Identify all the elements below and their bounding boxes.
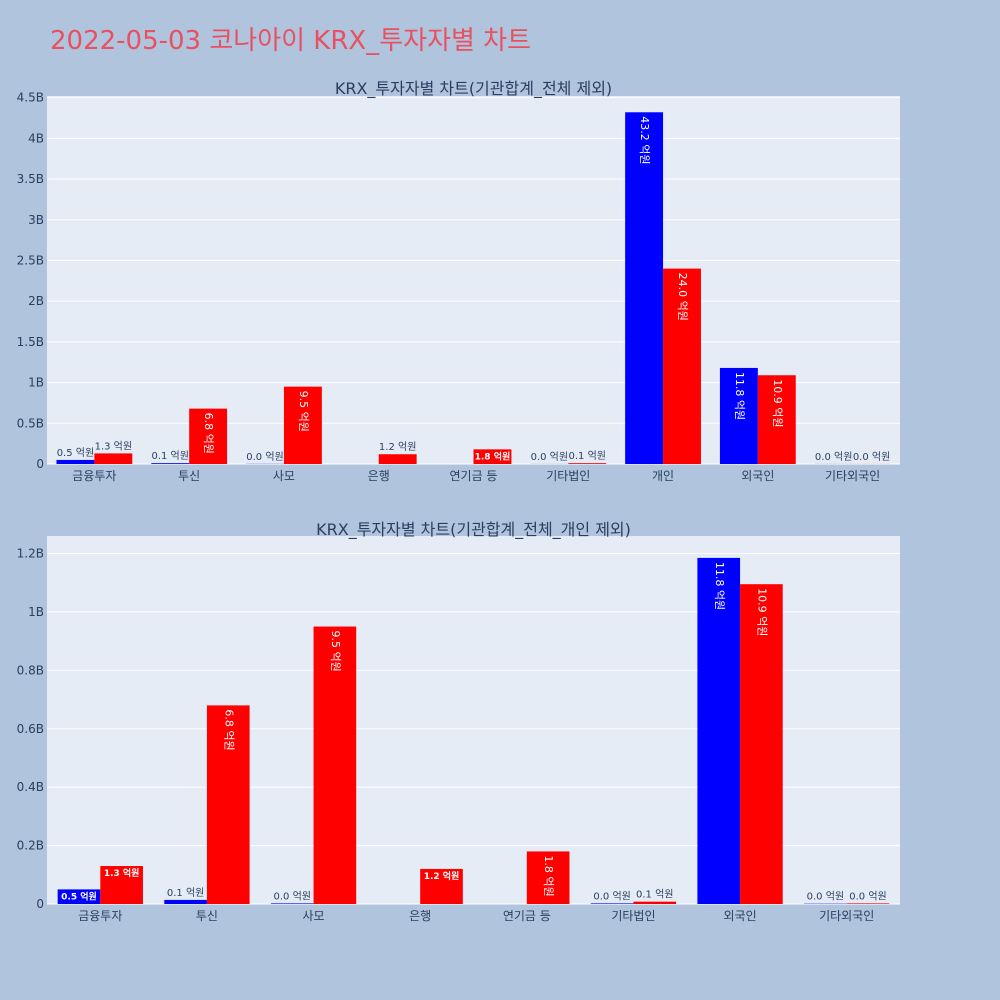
y-tick-label: 3B bbox=[28, 213, 44, 227]
x-tick-label: 사모 bbox=[273, 469, 295, 483]
data-label: 0.5 억원 bbox=[57, 447, 94, 459]
x-tick-label: 연기금 등 bbox=[503, 909, 551, 923]
chart-1: 0 0.5B 1B 1.5B 2B 2.5B 3B 3.5B 4B 4.5B KRX_투자자별 차트… bbox=[17, 79, 900, 483]
bar-series-1 bbox=[719, 367, 758, 464]
chart-2: 0 0.2B 0.4B 0.6B 0.8B 1B 1.2B KRX_투자자별 차트(기관합계_… bbox=[17, 520, 900, 923]
x-tick-label: 연기금 등 bbox=[450, 469, 498, 483]
y-tick-label: 0.5B bbox=[17, 416, 44, 430]
bar-series-2 bbox=[526, 851, 570, 904]
data-label: 0.1 억원 bbox=[568, 450, 605, 462]
data-label: 9.5 억원 bbox=[297, 391, 310, 432]
y-tick-label: 1B bbox=[28, 376, 44, 390]
x-tick-label: 외국인 bbox=[724, 909, 757, 923]
data-label: 0.1 억원 bbox=[167, 887, 204, 899]
bar-series-1 bbox=[625, 112, 664, 464]
bar-series-2 bbox=[313, 626, 357, 904]
data-label: 0.0 억원 bbox=[593, 890, 630, 902]
bar-series-1 bbox=[697, 557, 741, 904]
data-label: 43.2 억원 bbox=[638, 116, 651, 164]
bar-series-2 bbox=[189, 408, 228, 464]
x-tick-label: 금융투자 bbox=[72, 469, 116, 483]
chart-title: KRX_투자자별 차트(기관합계_전체 제외) bbox=[335, 79, 612, 99]
bar-series-2 bbox=[94, 453, 133, 464]
bar-series-1 bbox=[270, 903, 314, 904]
y-tick-label: 0 bbox=[36, 897, 44, 911]
data-label: 6.8 억원 bbox=[222, 709, 235, 750]
bar-series-1 bbox=[164, 899, 207, 904]
bar-series-2 bbox=[663, 268, 701, 464]
page-title: 2022-05-03 코나아이 KRX_투자자별 차트 bbox=[50, 26, 532, 56]
data-label: 0.0 억원 bbox=[815, 451, 852, 463]
data-label: 0.1 억원 bbox=[636, 889, 673, 901]
x-tick-label: 사모 bbox=[303, 909, 325, 923]
x-tick-label: 은행 bbox=[368, 468, 390, 483]
data-label: 10.9 억원 bbox=[771, 379, 784, 427]
data-label: 1.3 억원 bbox=[104, 867, 140, 879]
data-label: 24.0 억원 bbox=[676, 273, 689, 321]
data-label: 1.2 억원 bbox=[424, 870, 460, 882]
y-tick-label: 1B bbox=[28, 605, 44, 619]
data-label: 0.0 억원 bbox=[531, 451, 568, 463]
bar-series-2 bbox=[846, 903, 890, 904]
y-tick-label: 0 bbox=[36, 457, 44, 471]
data-label: 0.0 억원 bbox=[853, 451, 890, 463]
data-label: 1.3 억원 bbox=[95, 440, 132, 452]
x-tick-label: 투신 bbox=[178, 469, 200, 483]
bar-series-2 bbox=[473, 449, 512, 464]
x-tick-label: 투신 bbox=[196, 909, 218, 923]
x-tick-label: 개인 bbox=[652, 469, 674, 483]
bar-series-1 bbox=[151, 463, 190, 464]
x-tick-label: 기타법인 bbox=[546, 469, 590, 483]
data-label: 0.0 억원 bbox=[273, 890, 310, 902]
y-tick-label: 0.6B bbox=[17, 722, 44, 736]
y-tick-label: 4.5B bbox=[17, 91, 44, 105]
x-tick-label: 기타법인 bbox=[611, 909, 655, 923]
data-label: 1.2 억원 bbox=[379, 441, 416, 453]
bar-series-2 bbox=[757, 375, 796, 464]
x-tick-label: 금융투자 bbox=[78, 909, 122, 923]
data-label: 10.9 억원 bbox=[755, 588, 768, 636]
bar-series-2 bbox=[378, 454, 417, 464]
bar-series-1 bbox=[57, 889, 101, 904]
y-tick-label: 1.2B bbox=[17, 547, 44, 561]
bar-series-1 bbox=[56, 459, 95, 464]
data-label: 11.8 억원 bbox=[713, 562, 726, 610]
y-tick-label: 2.5B bbox=[17, 253, 44, 267]
y-tick-label: 3.5B bbox=[17, 172, 44, 186]
y-tick-label: 0.8B bbox=[17, 663, 44, 677]
bar-series-2 bbox=[740, 584, 783, 904]
data-label: 0.0 억원 bbox=[807, 891, 844, 903]
x-tick-label: 은행 bbox=[409, 908, 431, 923]
bar-series-2 bbox=[206, 705, 250, 904]
y-tick-label: 0.2B bbox=[17, 839, 44, 853]
data-label: 1.8 억원 bbox=[475, 450, 511, 462]
x-tick-label: 외국인 bbox=[741, 469, 774, 483]
bar-series-2 bbox=[420, 868, 463, 904]
bar-series-2 bbox=[633, 901, 677, 904]
data-label: 6.8 억원 bbox=[202, 413, 215, 454]
bar-series-2 bbox=[283, 386, 322, 464]
bar-series-1 bbox=[590, 903, 634, 904]
x-tick-label: 기타외국인 bbox=[819, 909, 874, 923]
chart-title: KRX_투자자별 차트(기관합계_전체_개인 제외) bbox=[316, 520, 631, 540]
data-label: 11.8 억원 bbox=[733, 372, 746, 420]
data-label: 0.0 억원 bbox=[246, 451, 283, 463]
data-label: 0.0 억원 bbox=[849, 890, 886, 902]
x-tick-label: 기타외국인 bbox=[825, 469, 880, 483]
bar-series-2 bbox=[568, 463, 607, 464]
y-tick-label: 4B bbox=[28, 131, 44, 145]
data-label: 9.5 억원 bbox=[329, 631, 342, 672]
bar-series-2 bbox=[100, 866, 143, 904]
data-label: 0.1 억원 bbox=[151, 450, 188, 462]
data-label: 1.8 억원 bbox=[542, 855, 555, 896]
y-tick-label: 2B bbox=[28, 294, 44, 308]
y-tick-label: 0.4B bbox=[17, 780, 44, 794]
y-tick-label: 1.5B bbox=[17, 335, 44, 349]
data-label: 0.5 억원 bbox=[61, 890, 97, 902]
